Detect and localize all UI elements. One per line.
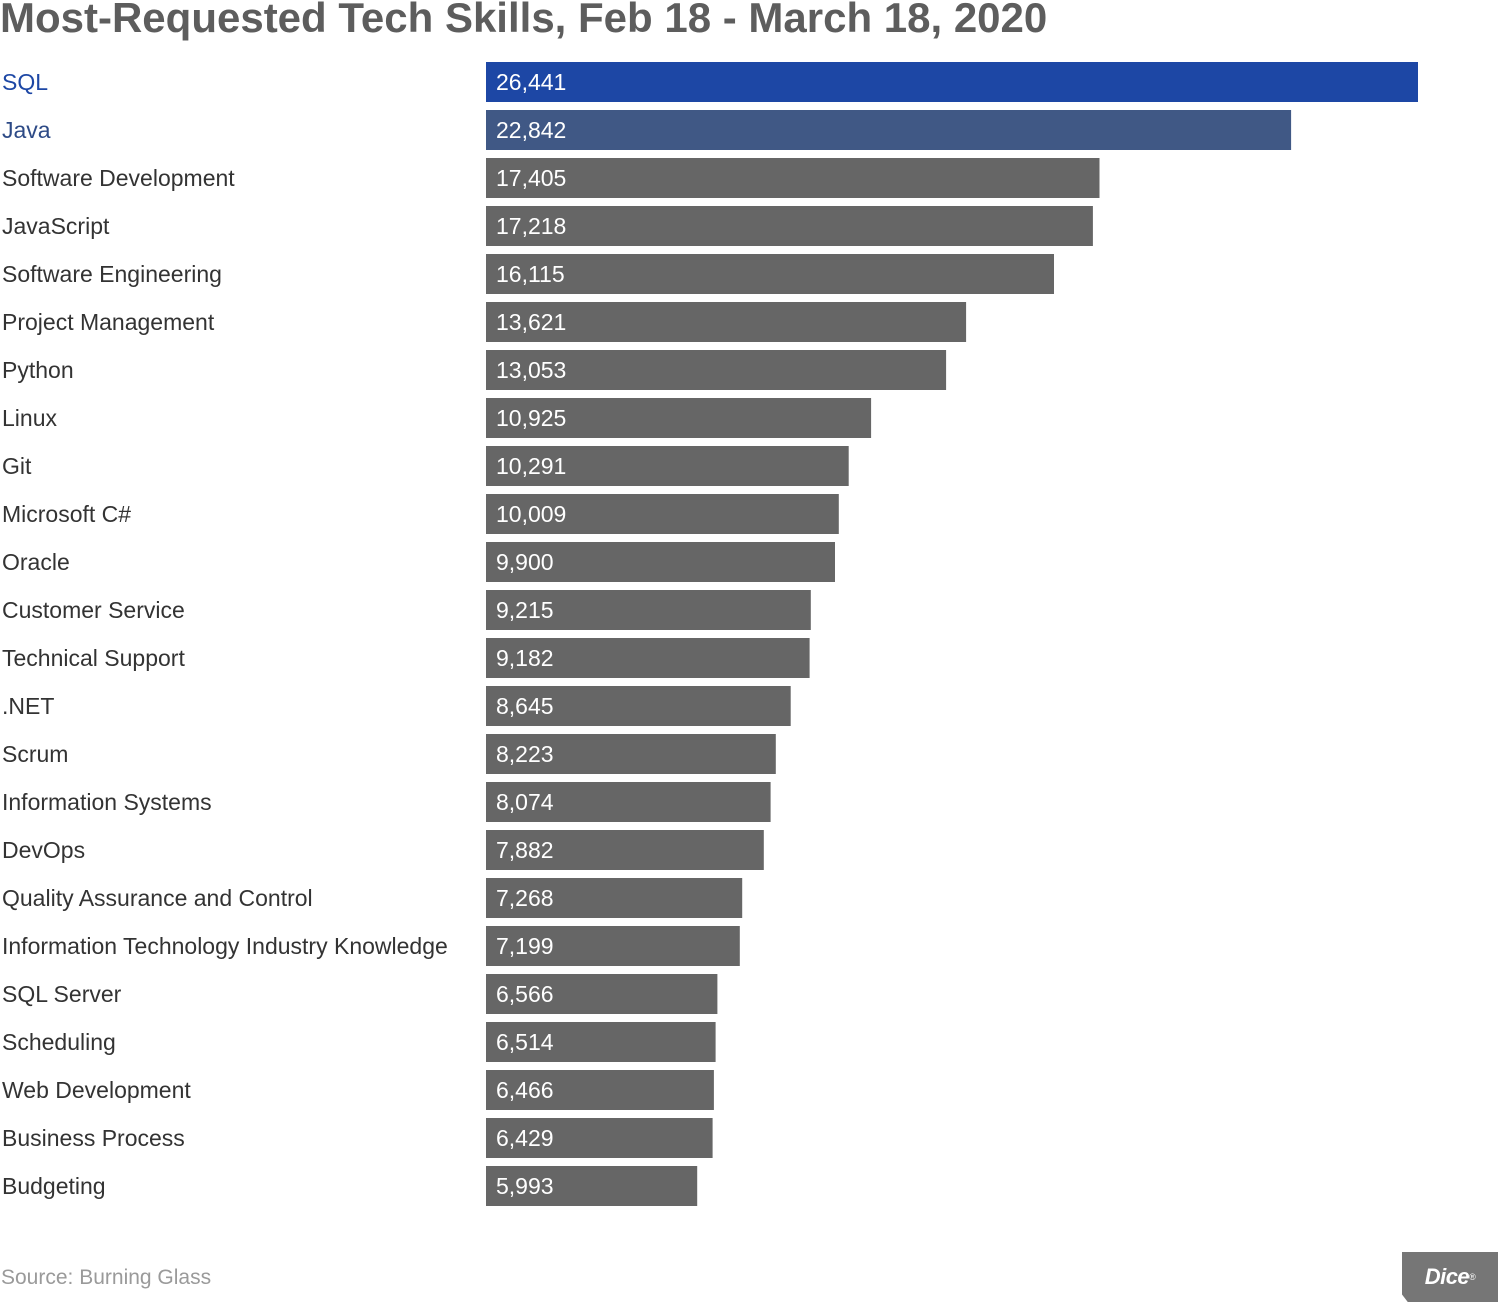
bar-java[interactable] — [486, 110, 1292, 150]
category-label-sql-server: SQL Server — [2, 981, 122, 1007]
value-label-microsoft-c: 10,009 — [496, 501, 566, 527]
bar-scrum[interactable] — [486, 734, 776, 774]
bar-javascript[interactable] — [486, 206, 1093, 246]
category-label-quality-assurance-and-control: Quality Assurance and Control — [2, 885, 313, 911]
value-label-web-development: 6,466 — [496, 1077, 554, 1103]
value-label-sql: 26,441 — [496, 69, 566, 95]
bar-devops[interactable] — [486, 830, 764, 870]
category-label-technical-support: Technical Support — [2, 645, 185, 671]
value-label-software-engineering: 16,115 — [496, 261, 565, 287]
value-label-oracle: 9,900 — [496, 549, 554, 575]
category-label-software-engineering: Software Engineering — [2, 261, 222, 287]
category-label-information-technology-industry-knowledge: Information Technology Industry Knowledg… — [2, 933, 448, 959]
bar-customer-service[interactable] — [486, 590, 811, 630]
bar-git[interactable] — [486, 446, 849, 486]
category-label-net: .NET — [2, 693, 54, 719]
dice-logo-text: Dice ® — [1424, 1264, 1476, 1289]
category-label-web-development: Web Development — [2, 1077, 191, 1103]
value-label-javascript: 17,218 — [496, 213, 566, 239]
value-label-java: 22,842 — [496, 117, 566, 143]
category-label-budgeting: Budgeting — [2, 1173, 106, 1199]
bar-python[interactable] — [486, 350, 947, 390]
bar-business-process[interactable] — [486, 1118, 713, 1158]
value-label-sql-server: 6,566 — [496, 981, 554, 1007]
value-label-customer-service: 9,215 — [496, 597, 554, 623]
category-label-project-management: Project Management — [2, 309, 215, 335]
category-label-information-systems: Information Systems — [2, 789, 212, 815]
value-label-project-management: 13,621 — [496, 309, 566, 335]
bar-chart: SQL 26,441 Java 22,842 Software Development 1… — [2, 62, 1418, 1206]
value-label-software-development: 17,405 — [496, 165, 566, 191]
value-label-information-systems: 8,074 — [496, 789, 554, 815]
bar-software-engineering[interactable] — [486, 254, 1054, 294]
value-label-business-process: 6,429 — [496, 1125, 554, 1151]
category-label-sql: SQL — [2, 69, 48, 95]
bar-budgeting[interactable] — [486, 1166, 698, 1206]
category-label-microsoft-c: Microsoft C# — [2, 501, 131, 527]
category-label-javascript: JavaScript — [2, 213, 110, 239]
category-label-customer-service: Customer Service — [2, 597, 185, 623]
value-label-budgeting: 5,993 — [496, 1173, 554, 1199]
bar-linux[interactable] — [486, 398, 872, 438]
chart-title: Most-Requested Tech Skills, Feb 18 - Mar… — [0, 0, 1048, 41]
value-label-linux: 10,925 — [496, 405, 566, 431]
category-label-scheduling: Scheduling — [2, 1029, 116, 1055]
category-label-scrum: Scrum — [2, 741, 68, 767]
bar-project-management[interactable] — [486, 302, 967, 342]
bar-technical-support[interactable] — [486, 638, 810, 678]
bar-scheduling[interactable] — [486, 1022, 716, 1062]
category-label-java: Java — [2, 117, 51, 143]
bar-oracle[interactable] — [486, 542, 835, 582]
bar-information-systems[interactable] — [486, 782, 771, 822]
value-label-python: 13,053 — [496, 357, 566, 383]
value-label-quality-assurance-and-control: 7,268 — [496, 885, 554, 911]
bar-sql[interactable] — [486, 62, 1418, 102]
value-label-net: 8,645 — [496, 693, 554, 719]
value-label-scrum: 8,223 — [496, 741, 554, 767]
value-label-git: 10,291 — [496, 453, 566, 479]
category-label-python: Python — [2, 357, 74, 383]
bar-quality-assurance-and-control[interactable] — [486, 878, 743, 918]
value-label-scheduling: 6,514 — [496, 1029, 554, 1055]
bar-sql-server[interactable] — [486, 974, 718, 1014]
category-label-devops: DevOps — [2, 837, 85, 863]
category-label-linux: Linux — [2, 405, 57, 431]
bar-net[interactable] — [486, 686, 791, 726]
category-label-business-process: Business Process — [2, 1125, 185, 1151]
bar-web-development[interactable] — [486, 1070, 714, 1110]
bar-software-development[interactable] — [486, 158, 1100, 198]
bar-microsoft-c[interactable] — [486, 494, 839, 534]
dice-logo[interactable]: Dice ® — [1402, 1252, 1498, 1302]
category-label-software-development: Software Development — [2, 165, 235, 191]
bar-information-technology-industry-knowledge[interactable] — [486, 926, 740, 966]
value-label-technical-support: 9,182 — [496, 645, 554, 671]
source-note: Source: Burning Glass — [1, 1266, 212, 1289]
category-label-git: Git — [2, 453, 32, 479]
value-label-devops: 7,882 — [496, 837, 554, 863]
category-label-oracle: Oracle — [2, 549, 70, 575]
value-label-information-technology-industry-knowledge: 7,199 — [496, 933, 554, 959]
